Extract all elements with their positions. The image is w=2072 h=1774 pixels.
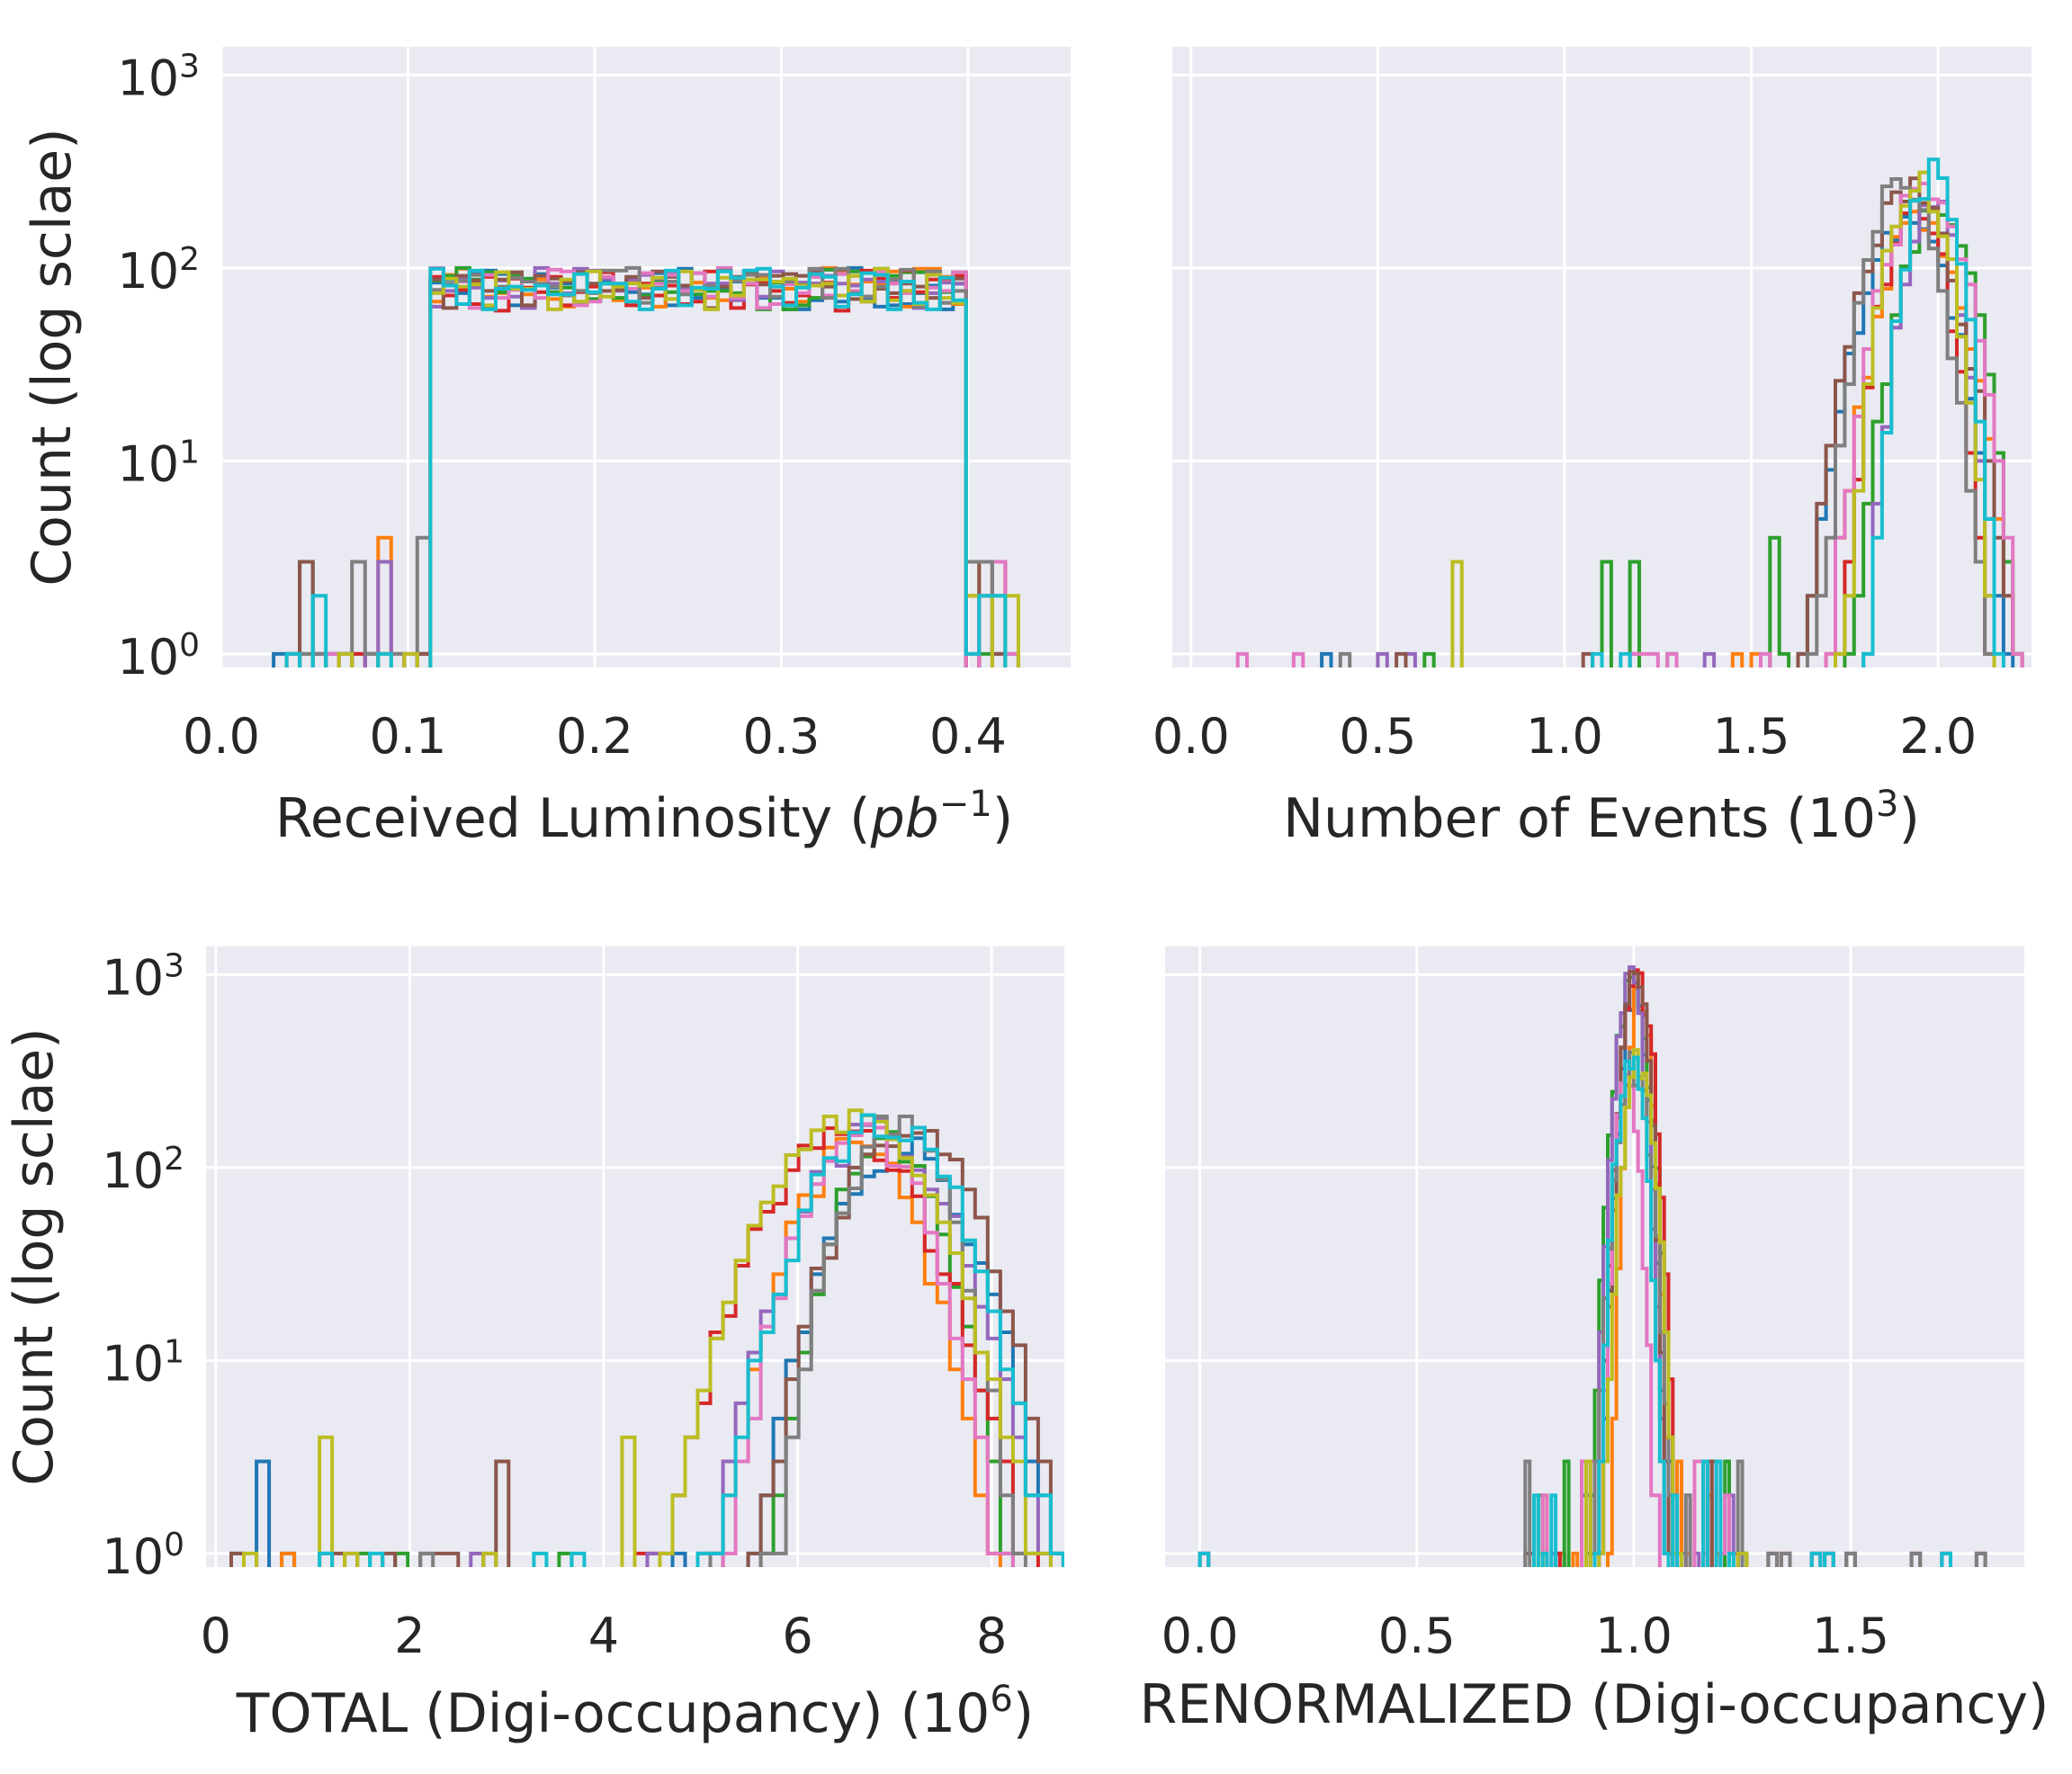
plot-area xyxy=(221,47,1071,667)
histogram-series xyxy=(1235,157,2024,667)
x-axis-label: TOTAL (Digi-occupancy) (106) xyxy=(236,1679,1034,1745)
x-tick-label: 0.4 xyxy=(929,708,1007,765)
panel-number-of-events: 0.0 0.5 1.0 1.5 2.0 Number of Events (103) xyxy=(1153,47,2032,850)
x-tick-label: 8 xyxy=(976,1608,1007,1664)
histogram-series-8 xyxy=(1523,1050,1987,1567)
histogram-series-9 xyxy=(242,1108,1053,1567)
histogram-series-6 xyxy=(229,1129,1064,1567)
histogram-series-9 xyxy=(1536,1048,1749,1567)
panel-received-luminosity: 0.0 0.1 0.2 0.3 0.4 100 101 102 103 Received Lum… xyxy=(21,47,1071,850)
histogram-series-10 xyxy=(1591,157,2005,667)
y-tick-label: 100 xyxy=(102,1526,184,1585)
histogram-series-10 xyxy=(318,1113,1064,1567)
grid xyxy=(1165,946,2024,1567)
y-axis-label: Count (log sclae) xyxy=(3,1027,66,1485)
grid xyxy=(1172,47,2032,667)
histogram-series-10 xyxy=(284,266,1008,667)
tick-labels: 0 2 4 6 8 100 101 102 103 xyxy=(102,947,1007,1664)
x-tick-label: 0.5 xyxy=(1378,1608,1456,1664)
x-tick-label: 0.2 xyxy=(556,708,633,765)
y-tick-label: 103 xyxy=(102,947,184,1007)
x-axis-label: RENORMALIZED (Digi-occupancy) xyxy=(1140,1673,2050,1736)
tick-labels: 0.0 0.1 0.2 0.3 0.4 100 101 102 103 xyxy=(117,48,1006,765)
tick-labels: 0.0 0.5 1.0 1.5 xyxy=(1162,1608,1889,1664)
histogram-series xyxy=(1197,965,1987,1567)
histogram-series-5 xyxy=(1376,200,1996,667)
histogram-series-9 xyxy=(1450,170,1996,667)
histogram-series xyxy=(272,265,1020,667)
x-tick-label: 1.5 xyxy=(1713,708,1790,765)
x-tick-label: 4 xyxy=(588,1608,619,1664)
histogram-series-2 xyxy=(280,1136,1002,1567)
panel-renormalized-digi-occupancy: 0.0 0.5 1.0 1.5 RENORMALIZED (Digi-occupanc… xyxy=(1140,946,2050,1736)
y-axis-label: Count (log sclae) xyxy=(21,128,84,586)
y-tick-label: 102 xyxy=(117,240,200,300)
histogram-series xyxy=(229,1108,1064,1567)
y-tick-label: 103 xyxy=(117,48,200,107)
x-tick-label: 0.0 xyxy=(183,708,260,765)
x-tick-label: 2.0 xyxy=(1899,708,1977,765)
x-tick-label: 0.0 xyxy=(1162,1608,1239,1664)
x-tick-label: 1.0 xyxy=(1526,708,1603,765)
x-tick-label: 0.5 xyxy=(1339,708,1416,765)
x-tick-label: 0.3 xyxy=(742,708,820,765)
x-tick-label: 6 xyxy=(782,1608,812,1664)
y-tick-label: 100 xyxy=(117,626,200,685)
tick-labels: 0.0 0.5 1.0 1.5 2.0 xyxy=(1153,708,1977,765)
histogram-series-8 xyxy=(1338,177,1996,667)
panel-total-digi-occupancy: 0 2 4 6 8 100 101 102 103 TOTAL (Digi-occupancy)… xyxy=(3,946,1064,1745)
y-tick-label: 101 xyxy=(102,1333,184,1393)
x-tick-label: 1.5 xyxy=(1812,1608,1889,1664)
x-tick-label: 0 xyxy=(201,1608,231,1664)
x-tick-label: 2 xyxy=(394,1608,425,1664)
histogram-series-3 xyxy=(355,1130,1015,1567)
y-tick-label: 102 xyxy=(102,1140,184,1199)
x-tick-label: 0.0 xyxy=(1153,708,1230,765)
x-axis-label: Number of Events (103) xyxy=(1283,784,1920,850)
x-tick-label: 0.1 xyxy=(370,708,447,765)
x-tick-label: 1.0 xyxy=(1595,1608,1673,1664)
histogram-series-10 xyxy=(1197,1055,1952,1567)
x-axis-label: Received Luminosity (pb−1) xyxy=(275,784,1013,850)
y-tick-label: 101 xyxy=(117,434,200,493)
histogram-series-7 xyxy=(1235,182,2024,667)
